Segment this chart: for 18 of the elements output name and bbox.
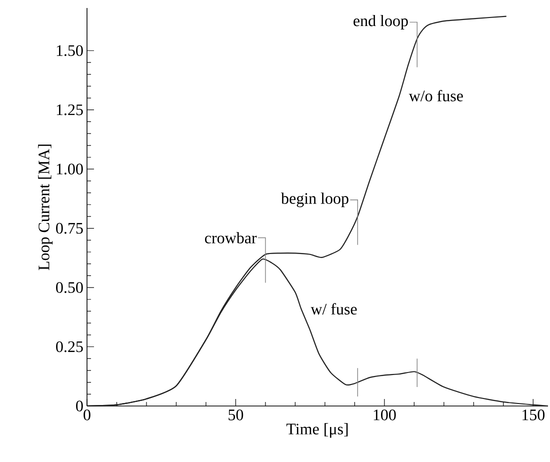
series-label: w/ fuse	[310, 303, 357, 315]
y-tick-label: 1.25	[56, 104, 83, 116]
y-tick-label: 1.00	[56, 164, 83, 175]
y-tick-label: 0.25	[56, 341, 83, 352]
annotation: begin loop	[281, 192, 348, 208]
y-tick-label: 0.50	[56, 282, 83, 293]
y-tick-label: 1.50	[56, 45, 83, 56]
x-tick-label: 0	[84, 410, 90, 420]
x-tick-label: 100	[374, 410, 396, 420]
x-tick-label: 150	[522, 410, 545, 420]
y-tick-label: 0	[76, 400, 83, 412]
y-tick-label: 0.75	[56, 222, 83, 234]
x-tick-label: 50	[228, 410, 244, 420]
series-label: w/o fuse	[408, 90, 463, 102]
annotation: end loop	[354, 14, 408, 30]
y-axis-title: Loop Current [MA]	[38, 144, 53, 270]
annotation: crowbar	[205, 232, 257, 244]
x-axis-title: Time [μs]	[286, 423, 348, 438]
